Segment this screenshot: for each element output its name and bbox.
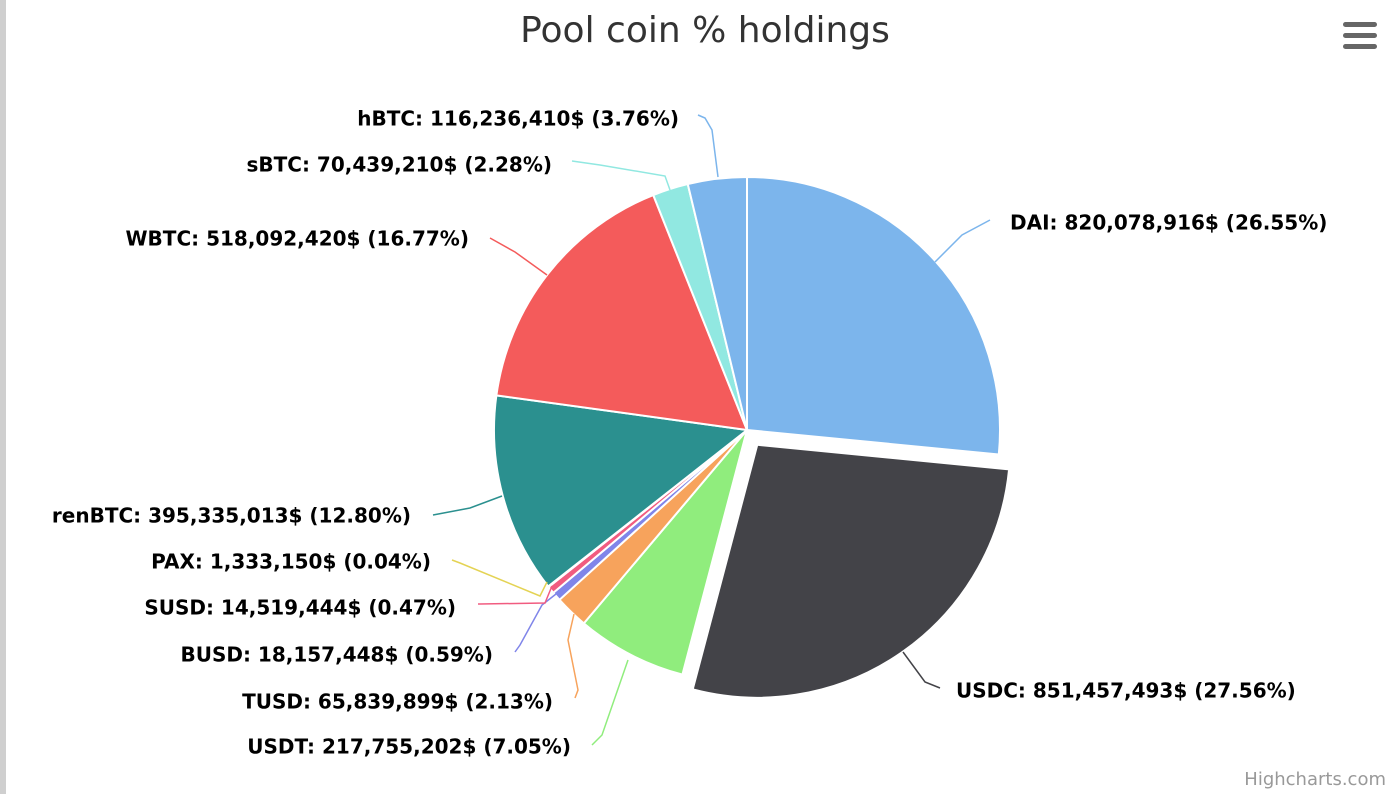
connector-line-hbtc [697,114,719,178]
connector-line-dai [934,219,991,263]
connector-line-usdc [902,651,941,689]
connector-line-susd [478,585,553,605]
connector-line-tusd [567,613,579,699]
connector-line-usdt [591,659,629,746]
pie-slice-wbtc[interactable] [495,194,748,431]
chart-title: Pool coin % holdings [520,10,890,51]
hamburger-menu-icon [1343,22,1377,27]
data-label-pax: PAX: 1,333,150$ (0.04%) [151,550,431,574]
page-left-border [0,0,6,794]
pie-slice-usdt[interactable] [582,429,748,676]
data-label-susd: SUSD: 14,519,444$ (0.47%) [144,596,456,620]
data-label-usdt: USDT: 217,755,202$ (7.05%) [247,735,571,759]
pie-slice-renbtc[interactable] [493,394,748,588]
data-label-dai: DAI: 820,078,916$ (26.55%) [1010,211,1327,235]
connector-line-wbtc [489,237,548,276]
context-menu-button[interactable] [1340,22,1380,60]
data-label-renbtc: renBTC: 395,335,013$ (12.80%) [52,504,411,528]
data-label-sbtc: sBTC: 70,439,210$ (2.28%) [247,153,553,177]
data-label-busd: BUSD: 18,157,448$ (0.59%) [180,643,493,667]
pie-slice-hbtc[interactable] [686,176,748,431]
data-label-wbtc: WBTC: 518,092,420$ (16.77%) [126,227,470,251]
pie-slice-dai[interactable] [746,176,1001,456]
data-label-tusd: TUSD: 65,839,899$ (2.13%) [242,690,553,714]
pie-slice-usdc[interactable] [691,443,1011,699]
connector-line-sbtc [571,160,671,191]
connector-line-renbtc [432,495,503,516]
credits-link[interactable]: Highcharts.com [1244,769,1386,790]
connector-line-pax [451,559,548,597]
data-label-usdc: USDC: 851,457,493$ (27.56%) [956,679,1296,703]
connector-line-busd [514,593,557,653]
data-label-hbtc: hBTC: 116,236,410$ (3.76%) [357,107,679,131]
